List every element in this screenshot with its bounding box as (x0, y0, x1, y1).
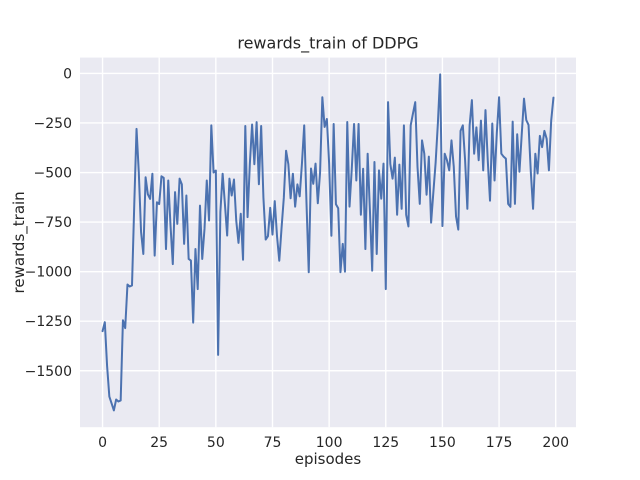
chart-title: rewards_train of DDPG (237, 34, 418, 54)
y-tick-label: −250 (34, 116, 72, 132)
x-tick-label: 125 (372, 435, 399, 451)
data-series (101, 73, 555, 412)
y-tick-label: −1000 (25, 265, 72, 281)
y-tick-labels: 0 −250 −500 −750 −1000 −1250 −1500 (25, 66, 72, 379)
x-tick-label: 200 (542, 435, 569, 451)
x-tick-label: 75 (264, 435, 282, 451)
rewards-train-line (101, 73, 555, 412)
x-tick-label: 150 (429, 435, 456, 451)
x-axis-label: episodes (295, 450, 362, 468)
x-tick-label: 100 (316, 435, 343, 451)
x-tick-labels: 0 25 50 75 100 125 150 175 200 (98, 435, 569, 451)
x-tick-label: 25 (150, 435, 168, 451)
y-tick-label: 0 (63, 66, 72, 82)
x-tick-label: 175 (486, 435, 513, 451)
x-tick-label: 0 (98, 435, 107, 451)
y-tick-label: −1500 (25, 364, 72, 380)
y-axis-label: rewards_train (10, 191, 29, 293)
y-tick-label: −1250 (25, 314, 72, 330)
plot-area-background (80, 57, 576, 428)
y-tick-label: −500 (34, 166, 72, 182)
y-tick-label: −750 (34, 215, 72, 231)
x-tick-label: 50 (207, 435, 225, 451)
